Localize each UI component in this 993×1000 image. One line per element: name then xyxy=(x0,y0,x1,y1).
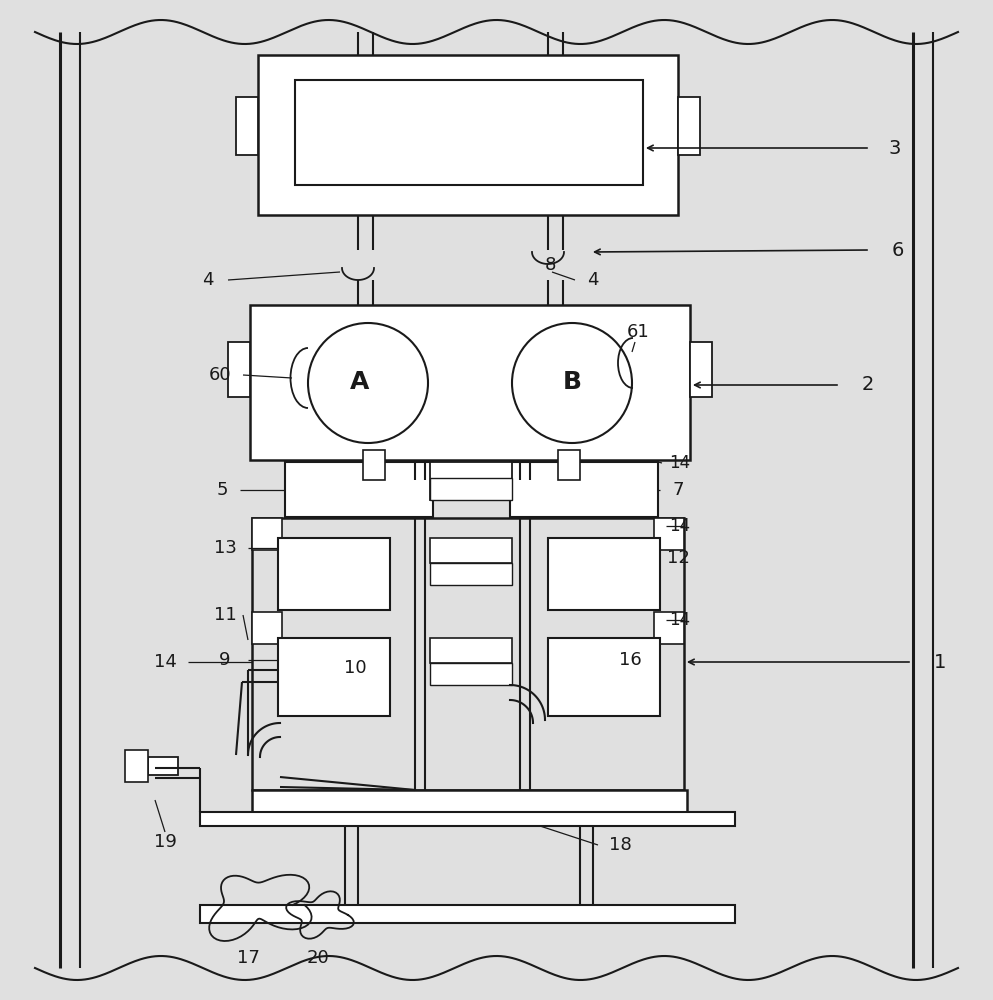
Text: 4: 4 xyxy=(587,271,599,289)
Bar xyxy=(258,55,678,215)
Text: 17: 17 xyxy=(236,949,259,967)
Text: 1: 1 xyxy=(933,652,946,672)
Bar xyxy=(148,757,178,775)
Bar xyxy=(236,97,258,155)
Text: 61: 61 xyxy=(627,323,649,341)
Text: 7: 7 xyxy=(672,481,684,499)
Bar xyxy=(278,638,390,716)
Bar xyxy=(228,342,250,397)
Text: 5: 5 xyxy=(216,481,227,499)
Bar xyxy=(430,563,512,585)
Text: B: B xyxy=(562,370,582,394)
Bar xyxy=(430,478,512,500)
Text: 9: 9 xyxy=(219,651,230,669)
Bar xyxy=(125,750,148,782)
Bar xyxy=(678,97,700,155)
Text: 12: 12 xyxy=(666,549,689,567)
Text: 13: 13 xyxy=(213,539,236,557)
Text: 20: 20 xyxy=(307,949,330,967)
Bar xyxy=(548,538,660,610)
Bar xyxy=(558,450,580,480)
Text: 14: 14 xyxy=(669,454,690,472)
Bar xyxy=(654,518,684,550)
Text: 6: 6 xyxy=(892,240,905,259)
Text: 10: 10 xyxy=(344,659,366,677)
Bar xyxy=(430,663,512,685)
Text: 2: 2 xyxy=(862,375,874,394)
Bar xyxy=(430,538,512,563)
Bar xyxy=(285,462,433,517)
Bar xyxy=(654,612,684,644)
Bar xyxy=(250,305,690,460)
Text: 3: 3 xyxy=(889,138,902,157)
Bar xyxy=(430,638,512,663)
Bar xyxy=(278,538,390,610)
Bar xyxy=(200,905,735,923)
Bar xyxy=(295,80,643,185)
Text: 14: 14 xyxy=(669,611,690,629)
Bar xyxy=(510,462,658,517)
Bar xyxy=(252,612,282,644)
Bar xyxy=(430,462,512,500)
Text: 14: 14 xyxy=(669,517,690,535)
Text: 18: 18 xyxy=(609,836,632,854)
Bar xyxy=(252,518,684,790)
Bar xyxy=(690,342,712,397)
Text: 16: 16 xyxy=(619,651,641,669)
Bar xyxy=(200,812,735,826)
Text: 14: 14 xyxy=(154,653,177,671)
Text: 8: 8 xyxy=(544,256,556,274)
Text: 11: 11 xyxy=(213,606,236,624)
Text: 60: 60 xyxy=(209,366,231,384)
Bar xyxy=(548,638,660,716)
Bar xyxy=(252,518,282,550)
Bar xyxy=(252,790,687,812)
Text: A: A xyxy=(351,370,369,394)
Text: 19: 19 xyxy=(154,833,177,851)
Bar xyxy=(363,450,385,480)
Text: 4: 4 xyxy=(203,271,213,289)
